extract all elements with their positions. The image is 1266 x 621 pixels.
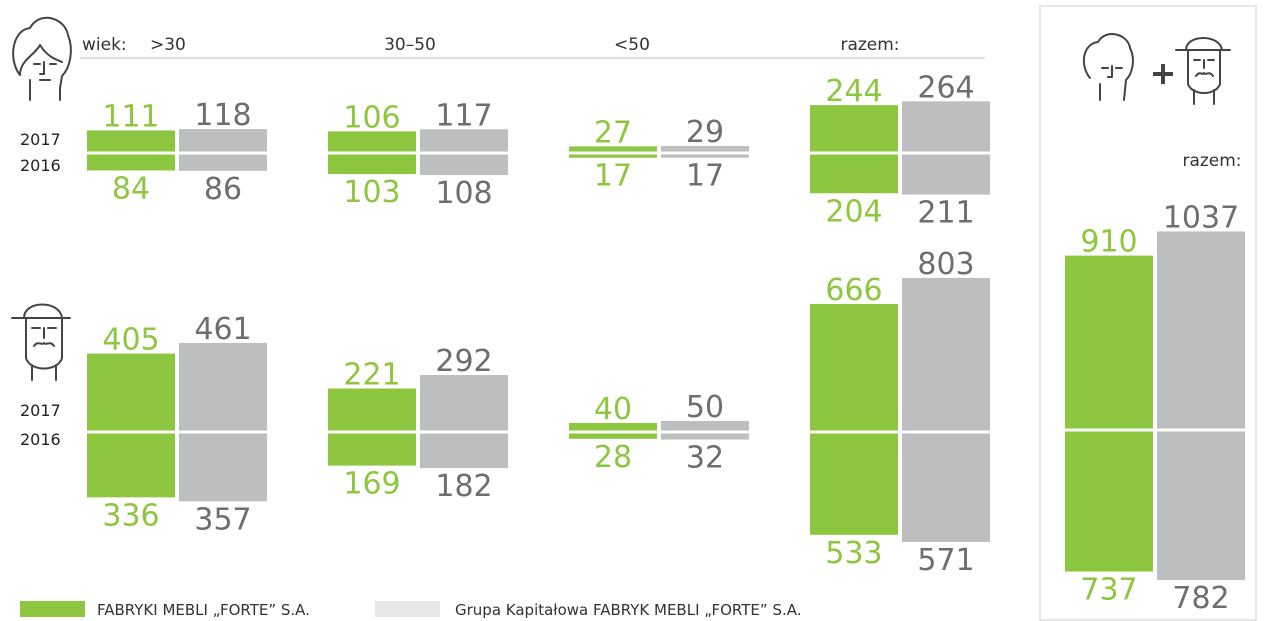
- value-label: 84: [112, 171, 150, 206]
- bar-2016: [661, 433, 749, 440]
- bar-2017: [810, 105, 898, 152]
- value-label: 118: [194, 98, 251, 133]
- bar-2016: [179, 154, 267, 171]
- year-label: 2017: [20, 401, 61, 420]
- bar-2017: [179, 342, 267, 431]
- bar-2016: [87, 433, 175, 498]
- value-label: 28: [594, 440, 632, 475]
- year-label: 2017: [20, 130, 61, 149]
- bar-2016: [810, 154, 898, 194]
- category-label: <50: [614, 35, 650, 55]
- bar-2017: [87, 130, 175, 152]
- bar-2017: [569, 422, 657, 431]
- year-label: 2016: [20, 156, 61, 175]
- value-label: 32: [686, 441, 724, 476]
- value-label: 211: [917, 196, 974, 231]
- total-label: razem:: [1182, 151, 1241, 171]
- value-label: 666: [825, 273, 882, 308]
- bar-2017: [87, 353, 175, 431]
- value-label: 108: [435, 176, 492, 211]
- value-label: 106: [343, 100, 400, 135]
- value-label: 461: [194, 312, 251, 347]
- value-label: 27: [594, 115, 632, 150]
- value-label: 803: [917, 247, 974, 282]
- legend-swatch: [20, 601, 85, 617]
- bar-2016: [810, 433, 898, 535]
- value-label: 40: [594, 392, 632, 427]
- bar-2016: [902, 154, 990, 195]
- bar-2016: [328, 154, 416, 175]
- bar-2017: [902, 277, 990, 431]
- woman-icon: [1082, 33, 1134, 101]
- bar-2017: [179, 129, 267, 152]
- bar-2016: [902, 433, 990, 542]
- bar-2017: [420, 375, 508, 431]
- bar-2016: [569, 154, 657, 158]
- value-label: 182: [435, 469, 492, 504]
- category-label: 30–50: [384, 35, 436, 55]
- year-label: 2016: [20, 430, 61, 449]
- value-label: 111: [102, 99, 159, 134]
- bar-2017: [661, 421, 749, 431]
- bar-2016: [661, 154, 749, 158]
- value-label: 782: [1172, 581, 1229, 616]
- value-label: 29: [686, 115, 724, 150]
- bar-2016: [569, 433, 657, 439]
- value-label: 103: [343, 175, 400, 210]
- value-label: 244: [825, 74, 882, 109]
- value-label: 292: [435, 344, 492, 379]
- value-label: 204: [825, 194, 882, 229]
- bar-2017: [661, 145, 749, 152]
- bar-2016: [179, 433, 267, 502]
- category-label: >30: [150, 35, 186, 55]
- value-label: 117: [435, 98, 492, 133]
- bar-2016: [420, 154, 508, 176]
- value-label: 1037: [1163, 200, 1239, 235]
- value-label: 169: [343, 467, 400, 502]
- category-label: razem:: [840, 35, 899, 55]
- legend-label: Grupa Kapitałowa FABRYK MEBLI „FORTE” S.…: [455, 601, 802, 619]
- bar-2017: [1065, 255, 1153, 429]
- value-label: 405: [102, 323, 159, 358]
- value-label: 910: [1080, 225, 1137, 260]
- total-panel: [1039, 5, 1257, 621]
- legend-swatch: [375, 601, 440, 617]
- man-icon: [1175, 37, 1231, 105]
- woman-icon: [12, 16, 72, 101]
- value-label: 17: [686, 159, 724, 194]
- value-label: 86: [204, 172, 242, 207]
- bar-2017: [420, 129, 508, 152]
- value-label: 17: [594, 159, 632, 194]
- bar-2016: [1157, 431, 1245, 581]
- bar-2016: [87, 154, 175, 171]
- legend-label: FABRYKI MEBLI „FORTE” S.A.: [97, 601, 310, 619]
- bar-2016: [420, 433, 508, 469]
- man-icon: [11, 303, 71, 381]
- plus-sign: [1153, 64, 1173, 84]
- value-label: 50: [686, 390, 724, 425]
- value-label: 357: [194, 502, 251, 537]
- bar-2017: [328, 388, 416, 431]
- bar-2016: [328, 433, 416, 466]
- bar-2017: [902, 101, 990, 152]
- value-label: 264: [917, 70, 974, 105]
- bar-2016: [1065, 431, 1153, 572]
- value-label: 336: [102, 498, 159, 533]
- value-label: 737: [1080, 573, 1137, 608]
- value-label: 533: [825, 536, 882, 571]
- value-label: 571: [917, 543, 974, 578]
- bar-2017: [810, 303, 898, 431]
- bar-2017: [569, 146, 657, 152]
- age-label: wiek:: [82, 35, 127, 55]
- value-label: 221: [343, 358, 400, 393]
- bar-2017: [328, 131, 416, 152]
- bar-2017: [1157, 231, 1245, 429]
